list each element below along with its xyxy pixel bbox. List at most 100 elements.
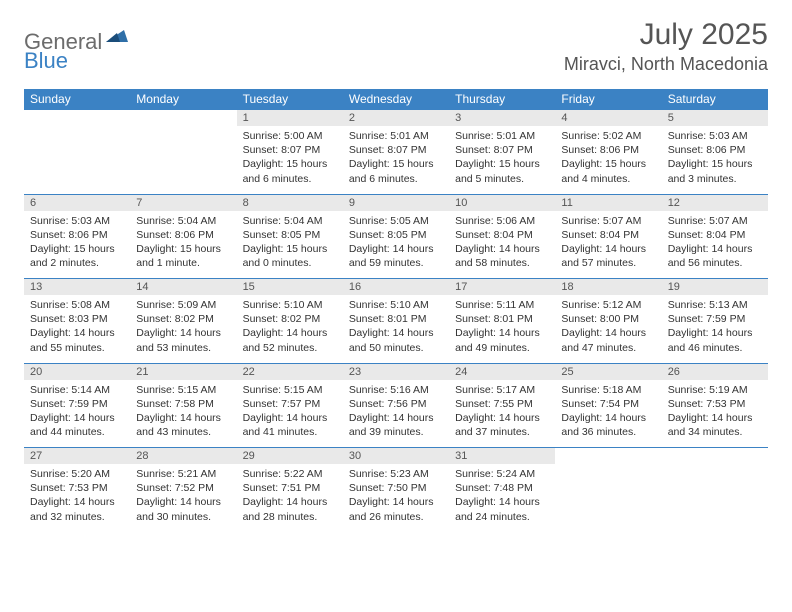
daylight-text: Daylight: 14 hours and 49 minutes. (455, 326, 549, 354)
day-cell: Sunrise: 5:04 AMSunset: 8:06 PMDaylight:… (130, 211, 236, 279)
day-details: Sunrise: 5:21 AMSunset: 7:52 PMDaylight:… (130, 464, 236, 530)
day-cell: Sunrise: 5:24 AMSunset: 7:48 PMDaylight:… (449, 464, 555, 532)
day-cell: Sunrise: 5:03 AMSunset: 8:06 PMDaylight:… (662, 126, 768, 194)
day-details: Sunrise: 5:07 AMSunset: 8:04 PMDaylight:… (555, 211, 661, 277)
sunrise-text: Sunrise: 5:02 AM (561, 129, 655, 143)
weekday-header: Sunday (24, 89, 130, 110)
daylight-text: Daylight: 14 hours and 30 minutes. (136, 495, 230, 523)
daylight-text: Daylight: 15 hours and 6 minutes. (243, 157, 337, 185)
sunrise-text: Sunrise: 5:01 AM (455, 129, 549, 143)
sunrise-text: Sunrise: 5:10 AM (243, 298, 337, 312)
daylight-text: Daylight: 15 hours and 5 minutes. (455, 157, 549, 185)
daylight-text: Daylight: 14 hours and 26 minutes. (349, 495, 443, 523)
logo-triangle-icon (106, 28, 128, 47)
calendar-table: Sunday Monday Tuesday Wednesday Thursday… (24, 89, 768, 532)
day-details: Sunrise: 5:03 AMSunset: 8:06 PMDaylight:… (662, 126, 768, 192)
day-details: Sunrise: 5:15 AMSunset: 7:57 PMDaylight:… (237, 380, 343, 446)
sunrise-text: Sunrise: 5:13 AM (668, 298, 762, 312)
day-cell: Sunrise: 5:01 AMSunset: 8:07 PMDaylight:… (449, 126, 555, 194)
sunset-text: Sunset: 7:59 PM (668, 312, 762, 326)
content-row: Sunrise: 5:14 AMSunset: 7:59 PMDaylight:… (24, 380, 768, 448)
day-cell: Sunrise: 5:10 AMSunset: 8:01 PMDaylight:… (343, 295, 449, 363)
sunset-text: Sunset: 8:03 PM (30, 312, 124, 326)
day-details: Sunrise: 5:01 AMSunset: 8:07 PMDaylight:… (449, 126, 555, 192)
day-number (130, 110, 236, 127)
day-details: Sunrise: 5:17 AMSunset: 7:55 PMDaylight:… (449, 380, 555, 446)
day-cell: Sunrise: 5:04 AMSunset: 8:05 PMDaylight:… (237, 211, 343, 279)
day-cell: Sunrise: 5:20 AMSunset: 7:53 PMDaylight:… (24, 464, 130, 532)
daylight-text: Daylight: 15 hours and 0 minutes. (243, 242, 337, 270)
content-row: Sunrise: 5:00 AMSunset: 8:07 PMDaylight:… (24, 126, 768, 194)
sunrise-text: Sunrise: 5:01 AM (349, 129, 443, 143)
daylight-text: Daylight: 14 hours and 50 minutes. (349, 326, 443, 354)
daylight-text: Daylight: 14 hours and 36 minutes. (561, 411, 655, 439)
sunset-text: Sunset: 7:52 PM (136, 481, 230, 495)
header: General July 2025 Miravci, North Macedon… (24, 18, 768, 75)
day-number: 21 (130, 363, 236, 380)
sunset-text: Sunset: 7:48 PM (455, 481, 549, 495)
sunset-text: Sunset: 8:04 PM (561, 228, 655, 242)
day-details: Sunrise: 5:13 AMSunset: 7:59 PMDaylight:… (662, 295, 768, 361)
day-cell: Sunrise: 5:08 AMSunset: 8:03 PMDaylight:… (24, 295, 130, 363)
day-details: Sunrise: 5:11 AMSunset: 8:01 PMDaylight:… (449, 295, 555, 361)
day-details: Sunrise: 5:08 AMSunset: 8:03 PMDaylight:… (24, 295, 130, 361)
daylight-text: Daylight: 14 hours and 28 minutes. (243, 495, 337, 523)
sunrise-text: Sunrise: 5:17 AM (455, 383, 549, 397)
day-number: 20 (24, 363, 130, 380)
day-cell: Sunrise: 5:11 AMSunset: 8:01 PMDaylight:… (449, 295, 555, 363)
day-details: Sunrise: 5:10 AMSunset: 8:02 PMDaylight:… (237, 295, 343, 361)
daylight-text: Daylight: 14 hours and 59 minutes. (349, 242, 443, 270)
daylight-text: Daylight: 14 hours and 55 minutes. (30, 326, 124, 354)
sunrise-text: Sunrise: 5:05 AM (349, 214, 443, 228)
day-details: Sunrise: 5:04 AMSunset: 8:05 PMDaylight:… (237, 211, 343, 277)
day-cell: Sunrise: 5:15 AMSunset: 7:57 PMDaylight:… (237, 380, 343, 448)
day-number: 9 (343, 194, 449, 211)
day-details: Sunrise: 5:24 AMSunset: 7:48 PMDaylight:… (449, 464, 555, 530)
day-cell: Sunrise: 5:07 AMSunset: 8:04 PMDaylight:… (662, 211, 768, 279)
sunrise-text: Sunrise: 5:08 AM (30, 298, 124, 312)
sunset-text: Sunset: 7:59 PM (30, 397, 124, 411)
sunrise-text: Sunrise: 5:04 AM (243, 214, 337, 228)
day-cell: Sunrise: 5:14 AMSunset: 7:59 PMDaylight:… (24, 380, 130, 448)
sunset-text: Sunset: 8:02 PM (243, 312, 337, 326)
title-block: July 2025 Miravci, North Macedonia (564, 18, 768, 75)
content-row: Sunrise: 5:08 AMSunset: 8:03 PMDaylight:… (24, 295, 768, 363)
day-details: Sunrise: 5:16 AMSunset: 7:56 PMDaylight:… (343, 380, 449, 446)
day-cell: Sunrise: 5:12 AMSunset: 8:00 PMDaylight:… (555, 295, 661, 363)
title-location: Miravci, North Macedonia (564, 54, 768, 75)
sunset-text: Sunset: 7:56 PM (349, 397, 443, 411)
day-details: Sunrise: 5:09 AMSunset: 8:02 PMDaylight:… (130, 295, 236, 361)
day-number: 4 (555, 110, 661, 127)
sunrise-text: Sunrise: 5:12 AM (561, 298, 655, 312)
day-cell: Sunrise: 5:23 AMSunset: 7:50 PMDaylight:… (343, 464, 449, 532)
day-details: Sunrise: 5:23 AMSunset: 7:50 PMDaylight:… (343, 464, 449, 530)
logo-word2: Blue (24, 48, 68, 73)
sunset-text: Sunset: 8:04 PM (455, 228, 549, 242)
day-number: 11 (555, 194, 661, 211)
day-number: 26 (662, 363, 768, 380)
day-cell: Sunrise: 5:06 AMSunset: 8:04 PMDaylight:… (449, 211, 555, 279)
sunset-text: Sunset: 8:02 PM (136, 312, 230, 326)
daylight-text: Daylight: 14 hours and 34 minutes. (668, 411, 762, 439)
sunset-text: Sunset: 8:01 PM (349, 312, 443, 326)
sunset-text: Sunset: 8:01 PM (455, 312, 549, 326)
day-cell: Sunrise: 5:16 AMSunset: 7:56 PMDaylight:… (343, 380, 449, 448)
sunset-text: Sunset: 7:53 PM (30, 481, 124, 495)
day-details: Sunrise: 5:05 AMSunset: 8:05 PMDaylight:… (343, 211, 449, 277)
sunrise-text: Sunrise: 5:03 AM (668, 129, 762, 143)
day-number: 16 (343, 279, 449, 296)
sunrise-text: Sunrise: 5:19 AM (668, 383, 762, 397)
day-number: 27 (24, 448, 130, 465)
daylight-text: Daylight: 14 hours and 39 minutes. (349, 411, 443, 439)
sunset-text: Sunset: 8:06 PM (668, 143, 762, 157)
day-number: 10 (449, 194, 555, 211)
sunset-text: Sunset: 7:58 PM (136, 397, 230, 411)
sunrise-text: Sunrise: 5:23 AM (349, 467, 443, 481)
day-cell: Sunrise: 5:00 AMSunset: 8:07 PMDaylight:… (237, 126, 343, 194)
daynum-row: 13141516171819 (24, 279, 768, 296)
sunrise-text: Sunrise: 5:18 AM (561, 383, 655, 397)
sunrise-text: Sunrise: 5:16 AM (349, 383, 443, 397)
daynum-row: 6789101112 (24, 194, 768, 211)
day-number: 13 (24, 279, 130, 296)
daynum-row: 2728293031 (24, 448, 768, 465)
